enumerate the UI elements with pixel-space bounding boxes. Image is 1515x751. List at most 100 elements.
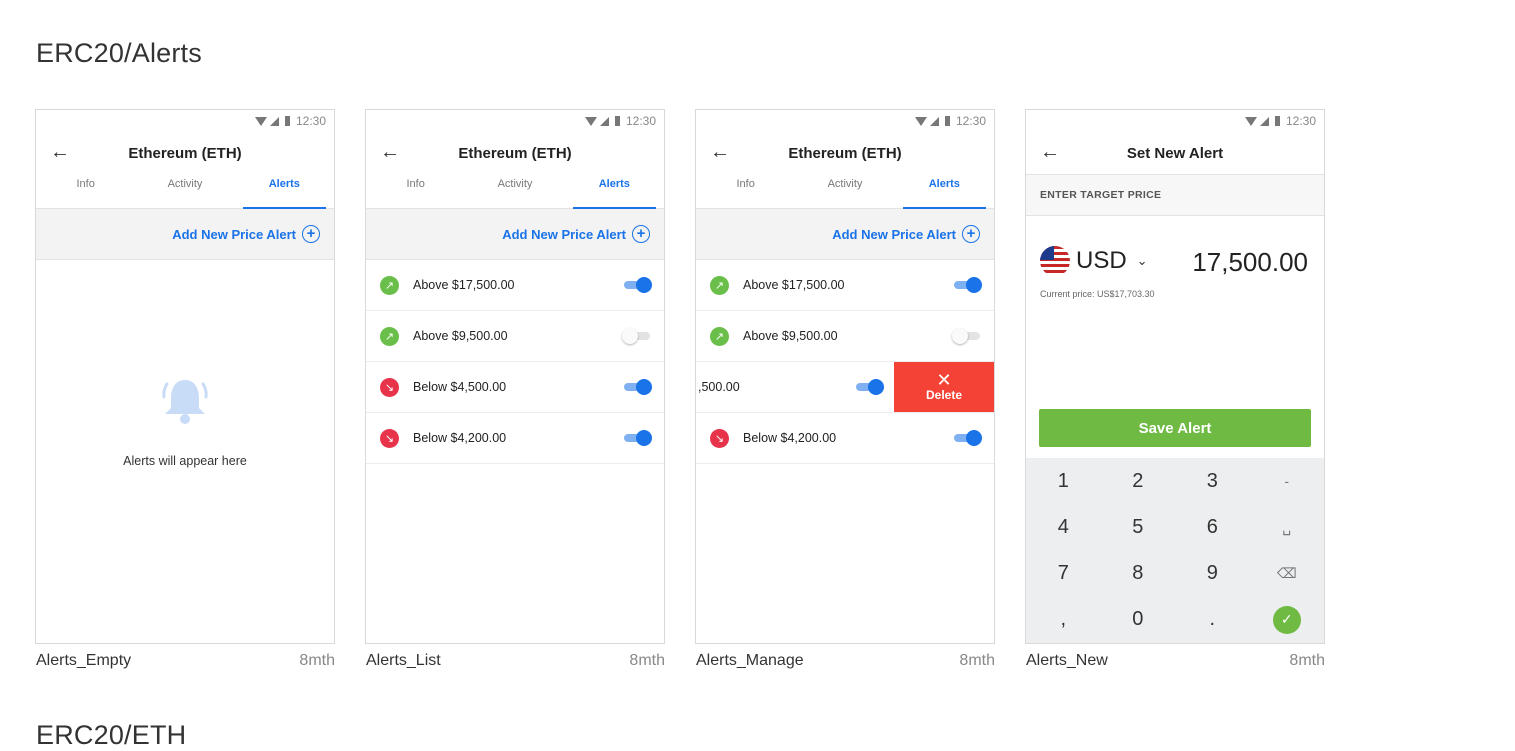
trend-down-icon: ↘ [380,428,399,448]
alert-toggle[interactable] [622,328,652,344]
alert-toggle[interactable] [854,379,884,395]
key-minus[interactable]: - [1284,473,1290,490]
tab-info[interactable]: Info [76,178,95,190]
frame-caption: Alerts_List [366,652,441,669]
tab-activity[interactable]: Activity [497,178,533,190]
back-arrow-icon[interactable]: ← [1040,141,1060,163]
tab-info[interactable]: Info [736,178,755,190]
key-6[interactable]: 6 [1206,515,1218,538]
us-flag-icon [1040,246,1070,276]
key-3[interactable]: 3 [1206,469,1218,492]
phone-frame-alerts-empty: 12:30 ← Ethereum (ETH) Info Activity Ale… [35,109,335,644]
trend-up-icon: ↗ [710,275,729,295]
save-alert-button[interactable]: Save Alert [1039,409,1311,447]
alert-row[interactable]: ↘ Below $4,500.00 [366,362,664,413]
alert-row[interactable]: ↗ Above $17,500.00 [366,260,664,311]
alert-toggle[interactable] [952,430,982,446]
status-time: 12:30 [625,114,656,128]
key-2[interactable]: 2 [1132,469,1144,492]
back-arrow-icon[interactable]: ← [710,141,730,163]
key-7[interactable]: 7 [1057,562,1069,585]
key-4[interactable]: 4 [1057,515,1069,538]
tab-alerts[interactable]: Alerts [235,174,334,209]
add-price-alert-button[interactable]: Add New Price Alert + [502,225,650,243]
key-9[interactable]: 9 [1206,562,1218,585]
phone-frame-alerts-list: 12:30 ← Ethereum (ETH) Info Activity Ale… [365,109,665,644]
close-icon: ✕ [936,370,952,390]
plus-circle-icon: + [302,225,320,243]
frame-caption: Alerts_Manage [696,652,804,669]
key-1[interactable]: 1 [1057,469,1069,492]
alert-row[interactable]: ↗ Above $17,500.00 [696,260,994,311]
key-comma[interactable]: , [1060,608,1067,631]
alert-row[interactable]: ↘ Below $4,200.00 [366,413,664,464]
backspace-icon[interactable]: ⌫ [1276,565,1297,582]
signal-icon [1259,116,1269,126]
status-icons [914,116,950,126]
alert-row[interactable]: ↗ Above $9,500.00 [366,311,664,362]
alert-row[interactable]: ↗ Above $9,500.00 [696,311,994,362]
battery-icon [614,116,620,126]
alert-toggle[interactable] [952,328,982,344]
trend-down-icon: ↘ [380,377,399,397]
alert-row[interactable]: ↘ Below $4,200.00 [696,413,994,464]
alert-toggle[interactable] [622,277,652,293]
alert-toggle[interactable] [622,430,652,446]
tab-bar: Info Activity Alerts [366,174,664,209]
frame-caption: Alerts_Empty [36,652,132,669]
alert-label: Below $4,200.00 [743,431,837,445]
space-icon[interactable]: ␣ [1282,518,1292,535]
key-8[interactable]: 8 [1132,562,1144,585]
page-title: Set New Alert [1126,144,1224,162]
status-time: 12:30 [1285,114,1316,128]
back-arrow-icon[interactable]: ← [380,141,400,163]
tab-activity[interactable]: Activity [827,178,863,190]
add-price-alert-button[interactable]: Add New Price Alert + [172,225,320,243]
target-price-input[interactable] [1166,246,1310,279]
alert-label: Below $4,200.00 [413,431,507,445]
plus-circle-icon: + [962,225,980,243]
signal-icon [929,116,939,126]
wifi-icon [1244,116,1257,126]
wifi-icon [254,116,267,126]
page-title: Ethereum (ETH) [788,144,902,162]
page-title: Ethereum (ETH) [128,144,242,162]
price-entry-area: USD ⌄ Current price: US$17,703.30 [1026,216,1324,346]
section-title-eth: ERC20/ETH [36,720,187,750]
phone-frame-alerts-manage: 12:30 ← Ethereum (ETH) Info Activity Ale… [695,109,995,644]
app-bar: ← Ethereum (ETH) [36,132,334,174]
tab-activity[interactable]: Activity [167,178,203,190]
delete-button[interactable]: ✕ Delete [894,362,994,412]
add-price-alert-button[interactable]: Add New Price Alert + [832,225,980,243]
frame-age: 8mth [1289,652,1325,669]
trend-up-icon: ↗ [380,326,399,346]
key-dot[interactable]: . [1209,608,1216,631]
trend-up-icon: ↗ [380,275,399,295]
status-bar: 12:30 [696,110,994,132]
tab-alerts[interactable]: Alerts [895,174,994,209]
alert-toggle[interactable] [952,277,982,293]
add-price-alert-label: Add New Price Alert [502,226,626,242]
wifi-icon [584,116,597,126]
currency-selector[interactable]: USD ⌄ [1040,246,1148,276]
add-price-alert-label: Add New Price Alert [172,226,296,242]
bell-icon [155,370,215,430]
key-5[interactable]: 5 [1132,515,1144,538]
empty-state-text: Alerts will appear here [123,454,247,468]
frame-caption: Alerts_New [1026,652,1108,669]
frame-age: 8mth [299,652,335,669]
page-title: Ethereum (ETH) [458,144,572,162]
alert-row-swiped[interactable]: ,500.00 ✕ Delete [696,362,994,413]
confirm-key[interactable]: ✓ [1250,597,1325,643]
numeric-keypad: 1 2 3 - 4 5 6 ␣ 7 8 9 ⌫ , 0 . ✓ [1026,458,1324,643]
tab-alerts[interactable]: Alerts [565,174,664,209]
key-0[interactable]: 0 [1132,608,1144,631]
alert-label: Below $4,500.00 [413,380,507,394]
section-title-alerts: ERC20/Alerts [36,38,202,68]
alert-toggle[interactable] [622,379,652,395]
alert-label: Above $9,500.00 [413,329,508,343]
back-arrow-icon[interactable]: ← [50,141,70,163]
battery-icon [284,116,290,126]
tab-info[interactable]: Info [406,178,425,190]
app-bar: ← Ethereum (ETH) [696,132,994,174]
